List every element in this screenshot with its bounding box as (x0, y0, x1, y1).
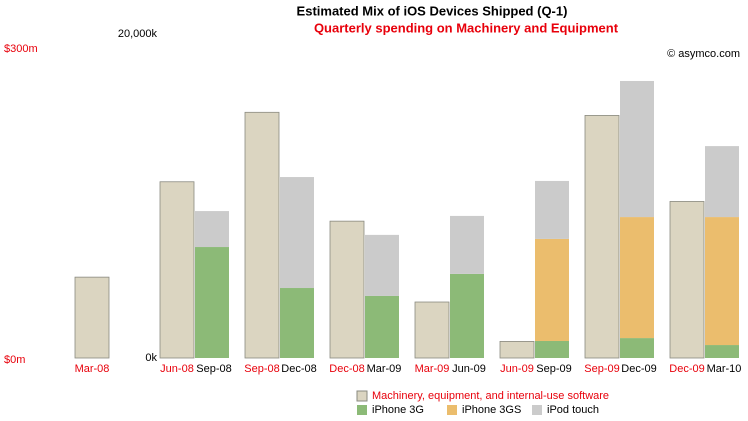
bar-segment (535, 340, 569, 358)
x2-tick-label: Mar-10 (707, 363, 742, 375)
x-tick-label: Mar-08 (75, 363, 110, 375)
legend-swatch (356, 390, 368, 402)
bar-segment (450, 215, 484, 274)
chart-subtitle: Quarterly spending on Machinery and Equi… (314, 20, 619, 35)
x-tick-label: Jun-09 (500, 363, 534, 375)
legend-label: iPod touch (547, 404, 599, 416)
x-tick-label: Jun-08 (160, 363, 194, 375)
chart-title: Estimated Mix of iOS Devices Shipped (Q-… (297, 3, 568, 18)
x2-tick-label: Mar-09 (367, 363, 402, 375)
bar-segment (705, 345, 739, 358)
x-tick-label: Dec-08 (329, 363, 364, 375)
legend-label: iPhone 3GS (462, 404, 521, 416)
x-tick-label: Sep-09 (584, 363, 619, 375)
y-tick-label: $0m (4, 354, 25, 366)
bar-segment (620, 80, 654, 218)
y2-tick-label: 20,000k (118, 28, 158, 40)
bar (329, 220, 365, 359)
bar (669, 201, 705, 359)
bar-segment (280, 177, 314, 289)
bar-segment (535, 180, 569, 239)
bar (74, 276, 110, 359)
y2-tick-label: 0k (145, 352, 157, 364)
annotation: © asymco.com (667, 48, 740, 60)
x2-tick-label: Dec-08 (281, 363, 316, 375)
bar-segment (620, 217, 654, 339)
bar-segment (705, 146, 739, 218)
bar-segment (450, 273, 484, 358)
legend-label: Machinery, equipment, and internal-use s… (372, 390, 609, 402)
bar (159, 181, 195, 359)
y-tick-label: $300m (4, 43, 38, 55)
bar-segment (365, 234, 399, 296)
bar (244, 111, 280, 359)
bar-segment (620, 338, 654, 358)
bar (499, 341, 535, 359)
x-tick-label: Dec-09 (669, 363, 704, 375)
bar-segment (365, 295, 399, 358)
bar-segment (705, 217, 739, 346)
bar-segment (535, 238, 569, 341)
x2-tick-label: Sep-08 (196, 363, 231, 375)
x-tick-label: Sep-08 (244, 363, 279, 375)
legend-swatch (532, 405, 542, 415)
bar (414, 301, 450, 359)
x2-tick-label: Jun-09 (452, 363, 486, 375)
x2-tick-label: Dec-09 (621, 363, 656, 375)
legend-swatch (447, 405, 457, 415)
x2-tick-label: Sep-09 (536, 363, 571, 375)
bar-segment (195, 247, 229, 358)
legend-label: iPhone 3G (372, 404, 424, 416)
bar-segment (195, 211, 229, 248)
bar-segment (280, 288, 314, 358)
legend-swatch (357, 405, 367, 415)
bar (584, 115, 620, 359)
x-tick-label: Mar-09 (415, 363, 450, 375)
